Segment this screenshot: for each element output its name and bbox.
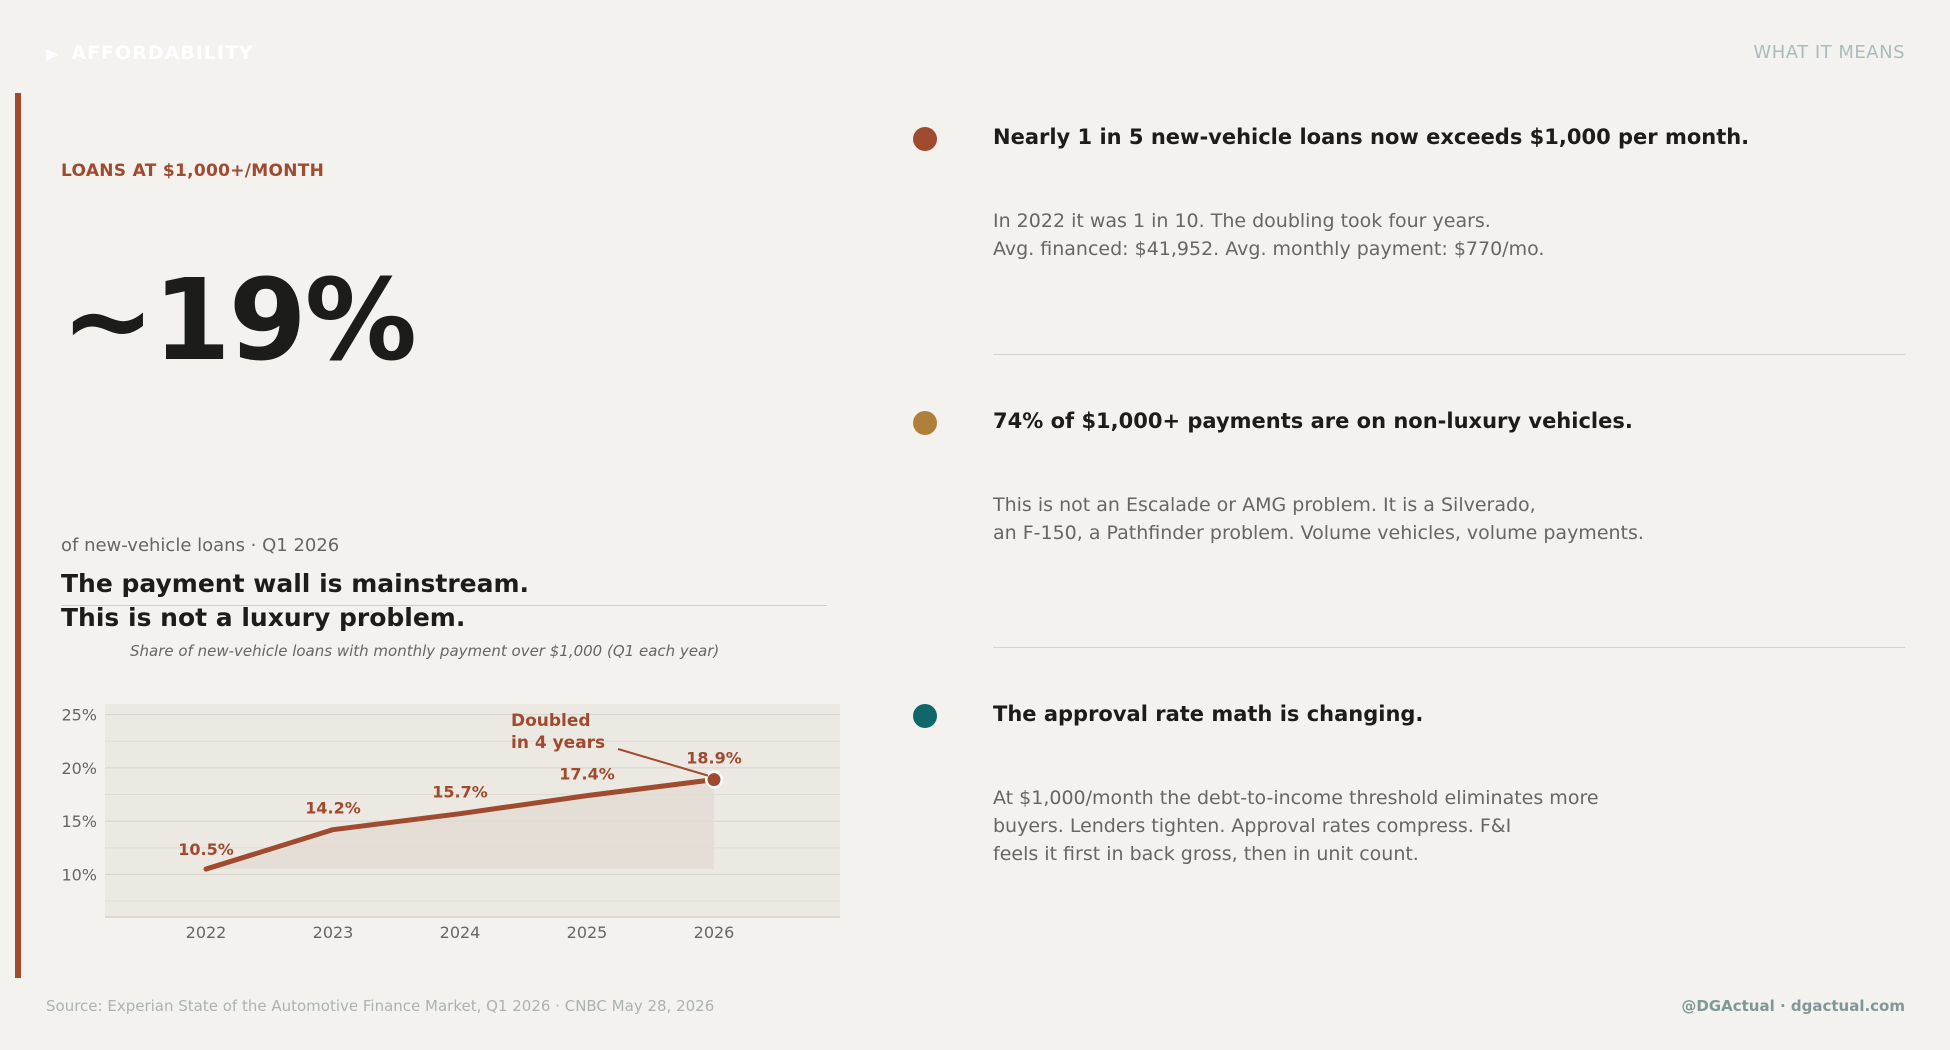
y-tick-label: 10% <box>61 865 97 884</box>
play-triangle-icon: ▶ <box>46 44 59 63</box>
endpoint-marker <box>708 773 721 786</box>
annotation-line-2: in 4 years <box>511 733 605 753</box>
bullet-dot-1 <box>913 127 937 151</box>
point-2-title: 74% of $1,000+ payments are on non-luxur… <box>993 409 1633 433</box>
point-1-body-line-2: Avg. financed: $41,952. Avg. monthly pay… <box>993 235 1813 263</box>
x-tick-label: 2026 <box>694 923 735 942</box>
point-3-body: At $1,000/month the debt-to-income thres… <box>993 784 1813 868</box>
point-3-body-line-1: At $1,000/month the debt-to-income thres… <box>993 784 1813 812</box>
stat-subtitle: of new-vehicle loans · Q1 2026 <box>61 535 339 556</box>
data-label: 14.2% <box>305 799 361 818</box>
bullet-dot-2 <box>913 411 937 435</box>
x-tick-label: 2025 <box>567 923 608 942</box>
header-bar: ▶ AFFORDABILITY WHAT IT MEANS <box>0 0 1950 100</box>
point-2-body-line-1: This is not an Escalade or AMG problem. … <box>993 491 1813 519</box>
headline-line-2: This is not a luxury problem. <box>61 601 529 635</box>
brand-text: AFFORDABILITY <box>71 42 253 64</box>
data-label: 17.4% <box>559 765 615 784</box>
x-tick-label: 2022 <box>186 923 227 942</box>
line-chart: 10% 15% 20% 25% 2022 2023 2024 2025 2026 10.5% 14.… <box>0 690 860 960</box>
divider-2 <box>993 647 1905 648</box>
divider-1 <box>993 354 1905 355</box>
x-tick-label: 2024 <box>440 923 481 942</box>
data-label: 15.7% <box>432 783 488 802</box>
stat-kicker: LOANS AT $1,000+/MONTH <box>61 161 324 181</box>
y-tick-label: 25% <box>61 706 97 725</box>
y-tick-label: 15% <box>61 812 97 831</box>
y-tick-label: 20% <box>61 759 97 778</box>
big-stat: ~19% <box>61 265 415 377</box>
source-note: Source: Experian State of the Automotive… <box>46 997 714 1015</box>
x-tick-label: 2023 <box>313 923 354 942</box>
headline: The payment wall is mainstream. This is … <box>61 567 529 635</box>
point-3-body-line-2: buyers. Lenders tighten. Approval rates … <box>993 812 1813 840</box>
point-1-title: Nearly 1 in 5 new-vehicle loans now exce… <box>993 125 1749 149</box>
point-3-body-line-3: feels it first in back gross, then in un… <box>993 840 1813 868</box>
data-label: 18.9% <box>686 749 742 768</box>
section-label: WHAT IT MEANS <box>1753 42 1905 63</box>
point-2-body-line-2: an F-150, a Pathfinder problem. Volume v… <box>993 519 1813 547</box>
point-2-body: This is not an Escalade or AMG problem. … <box>993 491 1813 547</box>
annotation-line-1: Doubled <box>511 711 591 731</box>
headline-divider <box>61 605 827 606</box>
point-1-body-line-1: In 2022 it was 1 in 10. The doubling too… <box>993 207 1813 235</box>
point-1-body: In 2022 it was 1 in 10. The doubling too… <box>993 207 1813 263</box>
point-3-title: The approval rate math is changing. <box>993 702 1423 726</box>
chart-caption: Share of new-vehicle loans with monthly … <box>130 642 719 660</box>
brand-label: ▶ AFFORDABILITY <box>46 42 254 64</box>
data-label: 10.5% <box>178 840 234 859</box>
author-handle: @DGActual · dgactual.com <box>1681 997 1905 1015</box>
bullet-dot-3 <box>913 704 937 728</box>
headline-line-1: The payment wall is mainstream. <box>61 567 529 601</box>
